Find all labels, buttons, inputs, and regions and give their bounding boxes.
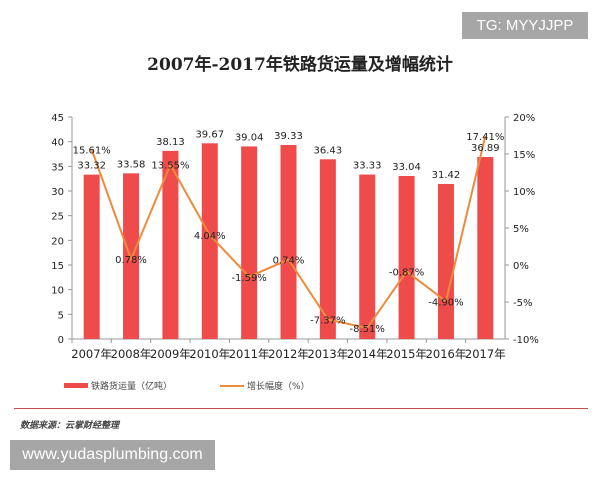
legend-item-bar: 铁路货运量（亿吨） xyxy=(64,379,172,392)
y-right-tick-label: 15% xyxy=(513,150,535,161)
y-right-tick-label: 20% xyxy=(513,113,535,124)
x-tick-label: 2013年 xyxy=(307,347,348,361)
y-left-tick-label: 5 xyxy=(58,310,64,321)
x-tick-label: 2014年 xyxy=(347,347,388,361)
bar-data-label: 36.89 xyxy=(471,143,500,154)
x-tick-label: 2015年 xyxy=(386,347,427,361)
bar xyxy=(83,174,100,339)
x-tick-label: 2010年 xyxy=(189,347,230,361)
bar-data-label: 36.43 xyxy=(314,145,343,156)
line-data-label: 4.04% xyxy=(194,231,226,242)
y-left-tick-label: 40 xyxy=(51,138,64,149)
bar xyxy=(241,146,258,339)
line-data-label: 0.78% xyxy=(115,255,147,266)
line-data-label: -4.90% xyxy=(428,297,463,308)
y-right-tick-label: 10% xyxy=(513,187,535,198)
x-tick-label: 2012年 xyxy=(268,347,309,361)
bar xyxy=(280,144,297,339)
y-left-tick-label: 30 xyxy=(51,187,64,198)
legend-label: 增长幅度（%） xyxy=(247,382,310,392)
y-left-tick-label: 0 xyxy=(58,335,64,346)
x-tick-label: 2008年 xyxy=(111,347,152,361)
x-tick-label: 2011年 xyxy=(229,347,270,361)
line-data-label: 17.41% xyxy=(466,132,504,143)
legend-swatch-bar xyxy=(64,383,88,388)
bar xyxy=(201,143,218,339)
x-tick-label: 2009年 xyxy=(150,347,191,361)
line-data-label: -7.37% xyxy=(310,316,345,327)
line-data-label: -1.59% xyxy=(231,273,266,284)
bar xyxy=(319,159,336,339)
line-data-label: 0.74% xyxy=(273,256,305,267)
line-data-label: -0.87% xyxy=(389,267,424,278)
growth-line xyxy=(90,135,487,330)
legend-label: 铁路货运量（亿吨） xyxy=(91,382,173,392)
legend-swatch-line xyxy=(220,384,245,387)
y-left-tick-label: 15 xyxy=(51,261,64,272)
x-tick-label: 2016年 xyxy=(426,347,467,361)
y-right-tick-label: -5% xyxy=(513,298,532,309)
watermark-bottom: www.yudasplumbing.com xyxy=(10,440,215,470)
bar xyxy=(398,176,415,339)
bar-data-label: 33.58 xyxy=(117,159,146,170)
y-right-tick-label: -10% xyxy=(513,335,539,346)
watermark-top: TG: MYYJJPP xyxy=(462,12,588,39)
x-tick-label: 2017年 xyxy=(465,347,506,361)
line-data-label: -8.51% xyxy=(350,324,385,335)
line-data-label: 13.55% xyxy=(151,161,189,172)
bar-data-label: 39.67 xyxy=(195,129,224,140)
bar-data-label: 33.04 xyxy=(392,162,421,173)
y-left-tick-label: 20 xyxy=(51,236,64,247)
y-left-tick-label: 25 xyxy=(51,212,64,223)
bar xyxy=(477,157,494,339)
bar-data-label: 31.42 xyxy=(432,170,461,181)
source-note: 数据来源：云掌财经整理 xyxy=(20,421,120,431)
x-tick-label: 2007年 xyxy=(71,347,112,361)
y-left-tick-label: 45 xyxy=(51,113,64,124)
legend: 铁路货运量（亿吨） 增长幅度（%） xyxy=(64,379,310,392)
y-right-tick-label: 0% xyxy=(513,261,529,272)
bar-data-label: 39.33 xyxy=(274,131,303,142)
bar-data-label: 38.13 xyxy=(156,137,185,148)
bar xyxy=(437,183,454,339)
bar xyxy=(359,174,376,339)
separator xyxy=(14,408,588,409)
line-data-label: 15.61% xyxy=(73,145,111,156)
y-left-tick-label: 35 xyxy=(51,162,64,173)
legend-item-line: 增长幅度（%） xyxy=(220,379,310,392)
chart-title: 2007年-2017年铁路货运量及增幅统计 xyxy=(147,55,453,75)
y-right-tick-label: 5% xyxy=(513,224,529,235)
bar xyxy=(123,173,140,339)
y-left-tick-label: 10 xyxy=(51,286,64,297)
bar xyxy=(162,150,179,339)
bar-data-label: 33.32 xyxy=(77,161,106,172)
bar-data-label: 33.33 xyxy=(353,161,382,172)
bar-data-label: 39.04 xyxy=(235,132,264,143)
